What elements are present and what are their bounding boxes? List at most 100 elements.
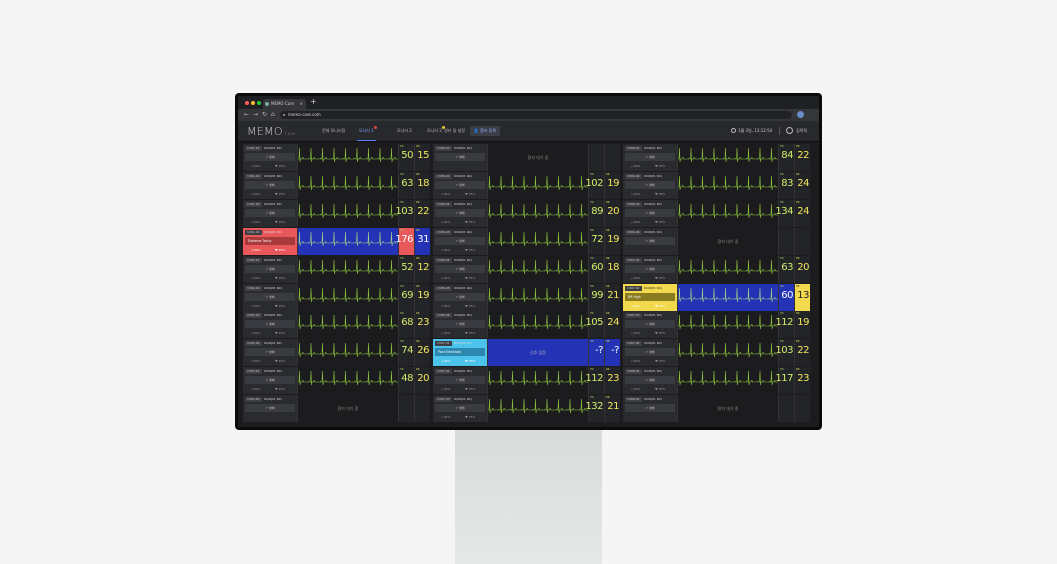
patient-cell[interactable]: 1302-02 OOO(M, 60) ↗ 생체 ▯ 99% ♥ 95% HR 69 … (243, 283, 431, 311)
patient-name: OOO(M, 60) (264, 285, 282, 290)
patient-cell[interactable]: 1306-01 OOO(M, 60) ↗ 생체 ▯ 99% ♥ 95% HR 102… (433, 171, 621, 199)
vitals-button[interactable]: ↗ 생체 (435, 292, 485, 301)
user-name[interactable]: 김목직 (796, 128, 808, 133)
patient-cell[interactable]: 1307-02 OOO(M, 60) RR High ▯ 99% ♥ 95% HR … (623, 283, 811, 311)
vitals-button[interactable]: ↗ 생체 (245, 376, 295, 385)
patient-cell[interactable]: 1301-01 OOO(M, 60) ↗ 생체 ▯ 99% ♥ 95% HR 50 … (243, 144, 431, 171)
patient-cell[interactable]: 1306-02 OOO(M, 60) ↗ 생체 ▯ 99% ♥ 95% HR 89 … (433, 199, 621, 227)
patient-cell[interactable]: 1306-05 OOO(M, 60) ↗ 생체 ▯ 99% ♥ 95% HR 99 … (433, 283, 621, 311)
vitals-button[interactable]: ↗ 생체 (625, 348, 675, 357)
rr-label: RR (606, 200, 610, 204)
patient-cell[interactable]: 1308-02 OOO(M, 60) ↗ 생체 환자 대기 중 (623, 395, 811, 423)
patient-cell[interactable]: 1306-04 OOO(M, 60) ↗ 생체 환자 대기 중 (623, 227, 811, 255)
patient-cell[interactable]: 1307-03 OOO(M, 60) ↗ 생체 ▯ 99% ♥ 95% HR 132… (433, 395, 621, 423)
vitals-button[interactable]: ↗ 생체 (625, 236, 675, 245)
alarm-message-dropdown[interactable]: Extreme Tachy (245, 236, 295, 245)
vitals-button[interactable]: ↗ 생체 (435, 236, 485, 245)
minimize-window-button[interactable] (251, 101, 255, 105)
heart-status: ♥ 95% (275, 248, 285, 253)
patient-cell[interactable]: 1306-06 OOO(M, 60) ↗ 생체 ▯ 99% ♥ 95% HR 105… (433, 311, 621, 339)
patient-cell[interactable]: 1307-04 OOO(M, 60) ↗ 생체 ▯ 99% ♥ 95% HR 103… (623, 339, 811, 367)
patient-cell[interactable]: 1303-02 OOO(M, 60) ↗ 생체 환자 대기 중 (243, 395, 431, 423)
patient-cell[interactable]: 1306-03 OOO(M, 60) ↗ 생체 ▯ 99% ♥ 95% HR 134… (623, 199, 811, 227)
home-icon[interactable]: ⌂ (271, 111, 275, 118)
patient-cell[interactable]: 1306-02 OOO(M, 60) ↗ 생체 ▯ 99% ♥ 95% HR 83 … (623, 171, 811, 199)
tab-all-monitoring[interactable]: 전체 모니터링 (322, 128, 346, 133)
room-badge: 1301-01 (245, 146, 262, 151)
vitals-button-label: 생체 (268, 266, 275, 271)
rr-value: 23 (797, 373, 809, 385)
rr-label: RR (606, 312, 610, 316)
vitals-button[interactable]: ↗ 생체 (625, 180, 675, 189)
browser-tab[interactable]: MEMO Care × (263, 99, 306, 109)
alarm-message-dropdown[interactable]: RR High (625, 292, 675, 301)
vitals-button[interactable]: ↗ 생체 (625, 404, 675, 413)
patient-cell[interactable]: 1307-01 OOO(M, 60) ↗ 생체 ▯ 99% ♥ 95% HR 63 … (623, 255, 811, 283)
tab-settings[interactable]: 센터 및 설정 (444, 128, 465, 133)
vitals-button[interactable]: ↗ 생체 (625, 153, 675, 161)
patient-cell[interactable]: 1306-04 OOO(M, 60) ↗ 생체 ▯ 99% ♥ 95% HR 60 … (433, 255, 621, 283)
vitals-button[interactable]: ↗ 생체 (435, 264, 485, 273)
patient-cell[interactable]: 1302-04 OOO(M, 60) ↗ 생체 ▯ 99% ♥ 95% HR 74 … (243, 339, 431, 367)
patient-cell[interactable]: 1307-02 OOO(M, 60) ↗ 생체 ▯ 99% ♥ 95% HR 112… (433, 367, 621, 395)
back-icon[interactable]: ← (244, 111, 250, 118)
tab-close-icon[interactable]: × (299, 101, 303, 106)
vitals-button[interactable]: ↗ 생체 (435, 376, 485, 385)
alarm-message-dropdown[interactable]: Poor Electrode (435, 348, 485, 357)
patient-cell[interactable]: 1301-02 OOO(M, 60) ↗ 생체 ▯ 99% ♥ 95% HR 63 … (243, 171, 431, 199)
vitals-button-label: 생체 (268, 350, 275, 355)
patient-cell[interactable]: 1306-01 OOO(M, 60) ↗ 생체 ▯ 99% ♥ 95% HR 84 … (623, 144, 811, 171)
register-patient-button[interactable]: 👤 환자 등록 (470, 126, 500, 136)
phone-icon: ▯ (631, 359, 633, 364)
vitals-button[interactable]: ↗ 생체 (245, 153, 295, 161)
vitals-button-label: 생체 (648, 210, 655, 215)
hr-sub: ·· (780, 333, 782, 337)
vitals-button[interactable]: ↗ 생체 (245, 264, 295, 273)
forward-icon[interactable]: → (253, 111, 259, 118)
vitals-button[interactable]: ↗ 생체 (245, 348, 295, 357)
hr-sub: ·· (400, 389, 402, 393)
tab-monitor-2[interactable]: 모니터 2 (397, 128, 412, 133)
vitals-button[interactable]: ↗ 생체 (245, 180, 295, 189)
vitals-button[interactable]: ↗ 생체 (625, 264, 675, 273)
vitals-button[interactable]: ↗ 생체 (245, 208, 295, 217)
vitals-button[interactable]: ↗ 생체 (625, 320, 675, 329)
patient-cell[interactable]: 1303-01 OOO(M, 60) ↗ 생체 ▯ 99% ♥ 95% HR 48 … (243, 367, 431, 395)
hr-label: HR (590, 228, 594, 232)
patient-cell[interactable]: 1301-04 OOO(M, 60) Extreme Tachy ▯ 99% ♥ 9… (243, 227, 431, 255)
vitals-button[interactable]: ↗ 생체 (625, 376, 675, 385)
profile-avatar[interactable] (797, 111, 804, 118)
hr-box-empty (778, 227, 794, 255)
heart-icon: ♥ (655, 387, 658, 392)
maximize-window-button[interactable] (257, 101, 261, 105)
patient-cell[interactable]: 1307-03 OOO(M, 60) ↗ 생체 ▯ 99% ♥ 95% HR 112… (623, 311, 811, 339)
vitals-button[interactable]: ↗ 생체 (625, 208, 675, 217)
reload-icon[interactable]: ↻ (262, 111, 268, 118)
vitals-button[interactable]: ↗ 생체 (435, 320, 485, 329)
vitals-button[interactable]: ↗ 생체 (435, 153, 485, 161)
tab-monitor-1[interactable]: 모니터 1 (359, 128, 374, 133)
rr-sub: ·· (606, 389, 608, 393)
patient-cell[interactable]: 1306-03 OOO(M, 60) ↗ 생체 ▯ 99% ♥ 95% HR 72 … (433, 227, 621, 255)
tab-monitor-3[interactable]: 모니터 3 (427, 128, 442, 133)
patient-cell[interactable]: 1302-01 OOO(M, 60) ↗ 생체 ▯ 99% ♥ 95% HR 52 … (243, 255, 431, 283)
patient-name: OOO(M, 60) (454, 341, 472, 346)
vitals-button[interactable]: ↗ 생체 (435, 208, 485, 217)
patient-cell[interactable]: 1302-03 OOO(M, 60) ↗ 생체 ▯ 99% ♥ 95% HR 68 … (243, 311, 431, 339)
vitals-button[interactable]: ↗ 생체 (245, 320, 295, 329)
vitals-button[interactable]: ↗ 생체 (435, 404, 485, 413)
vitals-button[interactable]: ↗ 생체 (245, 292, 295, 301)
hr-box: HR 102 ·· (585, 171, 604, 199)
url-input[interactable]: memo-care.com (280, 111, 792, 119)
user-icon[interactable] (786, 127, 793, 134)
patient-cell[interactable]: 1308-01 OOO(M, 60) ↗ 생체 ▯ 99% ♥ 95% HR 117… (623, 367, 811, 395)
patient-cell[interactable]: 1306-00 OOO(M, 60) ↗ 생체 환자 대기 중 (433, 144, 621, 171)
vitals-button[interactable]: ↗ 생체 (245, 404, 295, 413)
battery-value: 99% (443, 359, 451, 364)
vitals-button[interactable]: ↗ 생체 (435, 180, 485, 189)
close-window-button[interactable] (245, 101, 249, 105)
patient-cell[interactable]: 1307-01 OOO(M, 60) Poor Electrode ▯ 99% ♥ … (433, 339, 621, 367)
new-tab-button[interactable]: + (310, 97, 317, 106)
rr-sub: ·· (416, 389, 418, 393)
patient-cell[interactable]: 1301-03 OOO(M, 60) ↗ 생체 ▯ 99% ♥ 95% HR 103… (243, 199, 431, 227)
